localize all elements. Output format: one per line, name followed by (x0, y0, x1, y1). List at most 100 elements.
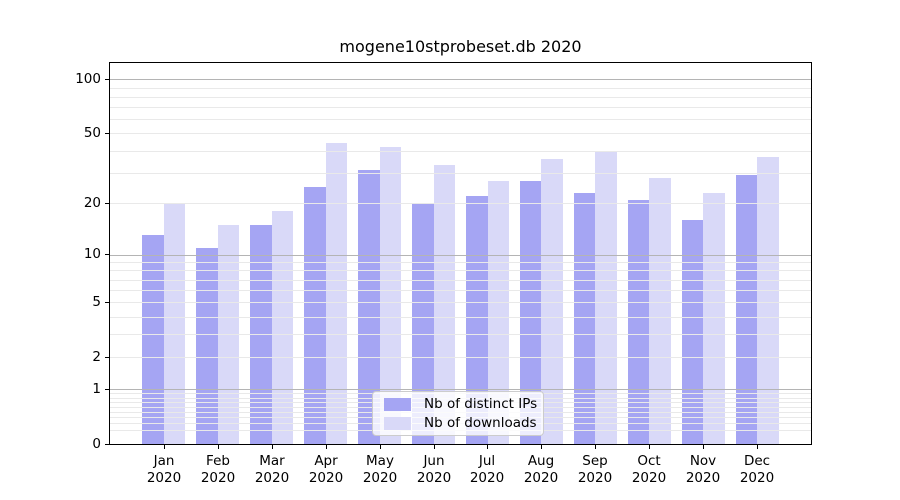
x-tick-label: Dec 2020 (725, 453, 789, 486)
chart-title: mogene10stprobeset.db 2020 (339, 37, 582, 56)
x-tick-mark (757, 445, 758, 449)
bar-distinct-ips-apr (304, 186, 326, 444)
x-tick-label: Jun 2020 (402, 453, 466, 486)
gridline-decade (110, 79, 811, 81)
y-tick-mark (105, 302, 109, 303)
bar-distinct-ips-aug (519, 180, 542, 444)
bar-downloads-oct (649, 177, 671, 444)
bar-distinct-ips-jan (142, 235, 164, 444)
legend-swatch-downloads (384, 416, 411, 430)
x-tick-mark (326, 445, 327, 449)
gridline-minor (110, 172, 811, 174)
gridline-minor (110, 107, 811, 109)
gridline-decade (110, 254, 811, 256)
x-tick-mark (487, 445, 488, 449)
x-tick-label-line: 2020 (685, 469, 721, 486)
x-tick-label-line: Jul (478, 453, 496, 469)
x-tick-label-line: Sep (582, 453, 608, 469)
bar-distinct-ips-dec (735, 175, 758, 444)
bar-distinct-ips-jul (466, 196, 488, 444)
x-tick-label-line: 2020 (631, 469, 667, 486)
gridline-minor (110, 279, 811, 281)
y-tick-label: 20 (83, 195, 101, 211)
x-tick-mark (272, 445, 273, 449)
legend-label-downloads: Nb of downloads (424, 415, 537, 431)
gridline-decade (110, 389, 811, 391)
bar-downloads-nov (703, 192, 725, 444)
x-tick-label: Aug 2020 (509, 453, 573, 486)
x-tick-label-line: Jun (423, 453, 445, 469)
y-tick-label: 10 (83, 246, 101, 262)
x-tick-label-line: Mar (259, 453, 285, 469)
x-tick-label-line: Aug (527, 453, 555, 469)
x-tick-label-line: 2020 (308, 469, 344, 486)
x-tick-mark (595, 445, 596, 449)
x-tick-label-line: Nov (689, 453, 717, 469)
gridline-minor (110, 119, 811, 121)
bar-distinct-ips-sep (573, 192, 596, 444)
x-tick-label: Jan 2020 (132, 453, 196, 486)
x-tick-label: Mar 2020 (240, 453, 304, 486)
bar-distinct-ips-jun (412, 203, 434, 444)
x-tick-label-line: 2020 (362, 469, 398, 486)
x-tick-label-line: 2020 (416, 469, 452, 486)
bar-distinct-ips-may (358, 170, 380, 444)
x-tick-label: Apr 2020 (294, 453, 358, 486)
y-tick-label: 5 (92, 294, 101, 310)
bar-distinct-ips-feb (196, 247, 218, 444)
y-tick-mark (105, 203, 109, 204)
x-tick-mark (380, 445, 381, 449)
x-tick-mark (649, 445, 650, 449)
bar-downloads-sep (595, 152, 617, 444)
bar-downloads-jul (487, 180, 509, 444)
x-tick-label-line: 2020 (523, 469, 559, 486)
bar-downloads-mar (271, 211, 294, 444)
bar-downloads-may (379, 146, 402, 444)
y-tick-mark (105, 254, 109, 255)
x-tick-label-line: 2020 (739, 469, 775, 486)
y-tick-mark (105, 444, 109, 445)
x-tick-label-line: Dec (743, 453, 771, 469)
gridline-minor (110, 262, 811, 263)
x-tick-mark (703, 445, 704, 449)
y-tick-label: 1 (92, 381, 101, 397)
x-tick-label: Sep 2020 (563, 453, 627, 486)
x-tick-label-line: 2020 (200, 469, 236, 486)
x-tick-label: Feb 2020 (186, 453, 250, 486)
gridline-minor (110, 270, 811, 272)
x-tick-label-line: 2020 (146, 469, 182, 486)
bar-downloads-apr (325, 143, 348, 444)
x-tick-label-line: Feb (206, 453, 230, 469)
y-tick-mark (105, 357, 109, 358)
x-tick-label-line: Oct (637, 453, 661, 469)
x-tick-label-line: Jan (153, 453, 175, 469)
bar-downloads-jan (163, 203, 186, 444)
gridline-minor (110, 133, 811, 135)
x-tick-mark (218, 445, 219, 449)
bar-distinct-ips-nov (681, 220, 704, 444)
bar-distinct-ips-oct (627, 199, 650, 444)
x-tick-label-line: 2020 (469, 469, 505, 486)
gridline-minor (110, 87, 811, 89)
gridline-minor (110, 334, 811, 336)
y-tick-label: 50 (83, 125, 101, 141)
y-tick-label: 0 (92, 436, 101, 452)
plot-area (109, 62, 812, 445)
x-tick-label-line: 2020 (254, 469, 290, 486)
legend-row-downloads: Nb of downloads (384, 416, 543, 430)
x-tick-mark (164, 445, 165, 449)
legend-swatch-distinct-ips (384, 397, 411, 411)
gridline-minor (110, 203, 811, 205)
y-tick-label: 100 (75, 71, 101, 87)
gridline-minor (110, 150, 811, 152)
legend-label-distinct-ips: Nb of distinct IPs (424, 396, 538, 412)
x-tick-label-line: 2020 (577, 469, 613, 486)
y-tick-mark (105, 133, 109, 134)
y-tick-mark (105, 79, 109, 80)
legend-row-distinct-ips: Nb of distinct IPs (384, 397, 543, 411)
x-tick-mark (541, 445, 542, 449)
gridline-minor (110, 96, 811, 98)
x-tick-label: Jul 2020 (455, 453, 519, 486)
x-tick-label-line: Apr (314, 453, 338, 469)
